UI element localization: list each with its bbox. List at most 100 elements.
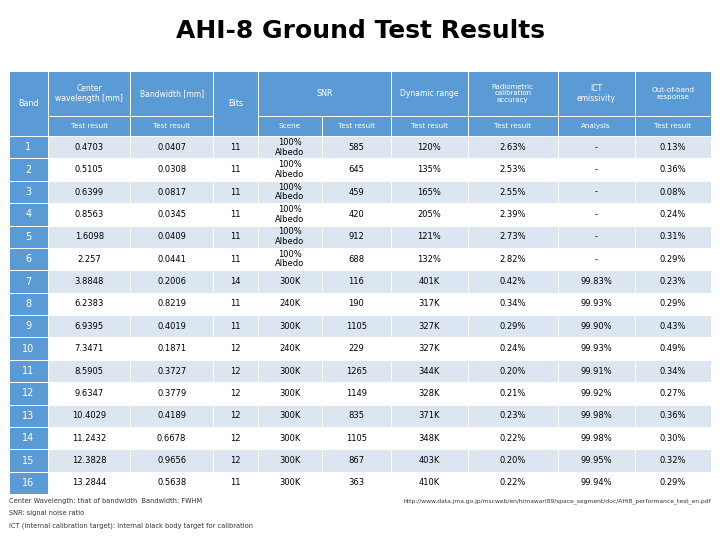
Text: 0.30%: 0.30%: [660, 434, 686, 443]
Bar: [468, 382, 558, 404]
Text: 0.4703: 0.4703: [75, 143, 104, 152]
Bar: [130, 226, 213, 248]
Bar: [258, 338, 322, 360]
Bar: [391, 71, 468, 116]
Text: 0.43%: 0.43%: [660, 322, 686, 331]
Text: 0.21%: 0.21%: [500, 389, 526, 398]
Text: 3.8848: 3.8848: [75, 277, 104, 286]
Text: 0.4019: 0.4019: [157, 322, 186, 331]
Bar: [468, 472, 558, 494]
Bar: [634, 404, 711, 427]
Text: 0.42%: 0.42%: [500, 277, 526, 286]
Text: 99.98%: 99.98%: [580, 411, 612, 420]
Bar: [558, 71, 634, 116]
Text: 1.6098: 1.6098: [75, 232, 104, 241]
Bar: [558, 315, 634, 338]
Bar: [258, 404, 322, 427]
Bar: [558, 116, 634, 136]
Text: 165%: 165%: [418, 187, 441, 197]
Text: Test result: Test result: [153, 123, 190, 129]
Text: 116: 116: [348, 277, 364, 286]
Text: 13.2844: 13.2844: [72, 478, 107, 488]
Bar: [558, 226, 634, 248]
Text: 0.32%: 0.32%: [660, 456, 686, 465]
Text: 11: 11: [230, 232, 240, 241]
Bar: [634, 472, 711, 494]
Text: 867: 867: [348, 456, 364, 465]
Text: 11: 11: [230, 210, 240, 219]
Bar: [558, 248, 634, 271]
Bar: [558, 360, 634, 382]
Text: 0.34%: 0.34%: [500, 299, 526, 308]
Text: Test result: Test result: [494, 123, 531, 129]
Bar: [634, 427, 711, 449]
Bar: [391, 382, 468, 404]
Bar: [213, 226, 258, 248]
Text: 100%
Albedo: 100% Albedo: [275, 183, 305, 201]
Text: 11: 11: [230, 165, 240, 174]
Bar: [391, 427, 468, 449]
Text: 12: 12: [230, 456, 240, 465]
Text: 0.5105: 0.5105: [75, 165, 104, 174]
Text: 240K: 240K: [279, 344, 300, 353]
Bar: [634, 226, 711, 248]
Text: 4: 4: [25, 210, 32, 219]
Text: -: -: [595, 232, 598, 241]
Bar: [258, 382, 322, 404]
Bar: [468, 404, 558, 427]
Bar: [322, 315, 391, 338]
Bar: [391, 404, 468, 427]
Bar: [634, 449, 711, 472]
Bar: [258, 136, 322, 158]
Text: Test result: Test result: [411, 123, 448, 129]
Text: ICT
emissivity: ICT emissivity: [577, 84, 616, 103]
Text: 1105: 1105: [346, 322, 366, 331]
Bar: [634, 181, 711, 203]
Bar: [130, 248, 213, 271]
Text: 0.5638: 0.5638: [157, 478, 186, 488]
Bar: [48, 315, 130, 338]
Text: 410K: 410K: [419, 478, 440, 488]
Bar: [258, 203, 322, 226]
Bar: [468, 427, 558, 449]
Bar: [48, 293, 130, 315]
Bar: [48, 360, 130, 382]
Text: 11: 11: [230, 322, 240, 331]
Bar: [258, 271, 322, 293]
Bar: [130, 293, 213, 315]
Text: 0.22%: 0.22%: [500, 478, 526, 488]
Text: 0.24%: 0.24%: [500, 344, 526, 353]
Bar: [130, 449, 213, 472]
Text: 0.0441: 0.0441: [157, 255, 186, 264]
Text: Bits: Bits: [228, 99, 243, 108]
Bar: [48, 338, 130, 360]
Bar: [130, 338, 213, 360]
Text: 11: 11: [22, 366, 35, 376]
Text: 300K: 300K: [279, 389, 300, 398]
Text: 0.29%: 0.29%: [660, 255, 686, 264]
Bar: [258, 293, 322, 315]
Bar: [391, 449, 468, 472]
Text: 0.20%: 0.20%: [500, 456, 526, 465]
Text: 6.2383: 6.2383: [75, 299, 104, 308]
Bar: [213, 472, 258, 494]
Text: 12: 12: [230, 367, 240, 375]
Bar: [9, 472, 48, 494]
Bar: [48, 248, 130, 271]
Text: 12.3828: 12.3828: [72, 456, 107, 465]
Text: Test result: Test result: [654, 123, 691, 129]
Bar: [391, 360, 468, 382]
Bar: [322, 158, 391, 181]
Text: 0.49%: 0.49%: [660, 344, 686, 353]
Text: 585: 585: [348, 143, 364, 152]
Bar: [558, 293, 634, 315]
Text: 10: 10: [22, 343, 35, 354]
Text: 912: 912: [348, 232, 364, 241]
Bar: [468, 136, 558, 158]
Text: 0.22%: 0.22%: [500, 434, 526, 443]
Text: 132%: 132%: [418, 255, 441, 264]
Text: 344K: 344K: [418, 367, 440, 375]
Text: 0.29%: 0.29%: [660, 299, 686, 308]
Text: 0.0345: 0.0345: [157, 210, 186, 219]
Text: 363: 363: [348, 478, 364, 488]
